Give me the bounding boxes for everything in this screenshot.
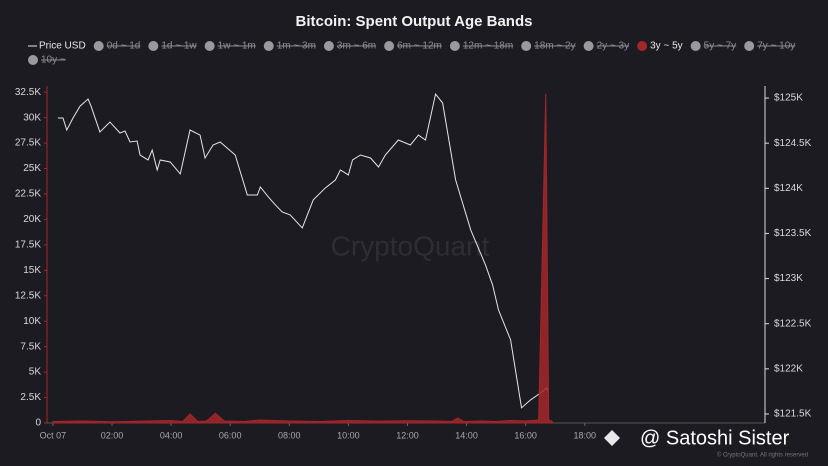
y-tick-label: 15K	[23, 265, 41, 276]
legend-item: 7y ~ 10y	[744, 41, 795, 52]
y2-tick-label: $122.5K	[774, 318, 812, 329]
y-tick-label: 30K	[23, 112, 41, 123]
legend-item: Price USD	[28, 41, 86, 52]
chart-title: Bitcoin: Spent Output Age Bands	[296, 13, 533, 30]
legend-label: 1d ~ 1w	[161, 41, 197, 52]
line	[57, 92, 550, 409]
y-tick-label: 27.5K	[15, 138, 41, 149]
legend-label: 3y ~ 5y	[650, 41, 683, 52]
y2-tick-label: $125K	[774, 93, 803, 104]
legend-label: 5y ~ 7y	[704, 41, 737, 52]
watermark: CryptoQuant	[331, 230, 490, 261]
y2-tick-label: $121.5K	[774, 409, 812, 420]
y-tick-label: 10K	[23, 316, 41, 327]
y2-tick-label: $124.5K	[774, 138, 812, 149]
y-tick-label: 22.5K	[15, 189, 41, 200]
x-tick-label: 16:00	[514, 430, 537, 440]
y2-tick-label: $124K	[774, 183, 803, 194]
x-tick-label: 08:00	[278, 430, 301, 440]
legend-marker	[744, 41, 755, 51]
y-tick-label: 32.5K	[15, 87, 41, 98]
legend-item: 0d ~ 1d	[93, 41, 141, 52]
y-tick-label: 17.5K	[15, 240, 41, 251]
legend-marker	[323, 41, 334, 51]
legend-label: 12m ~ 18m	[463, 41, 513, 52]
area	[52, 94, 553, 424]
x-tick-label: 02:00	[101, 430, 124, 440]
legend-marker	[449, 41, 460, 51]
y-tick-label: 20K	[23, 214, 41, 225]
legend-label: 1m ~ 3m	[277, 41, 316, 52]
legend-item: 1d ~ 1w	[148, 41, 197, 52]
legend: Price USD 0d ~ 1d 1d ~ 1w 1w ~ 1m 1m ~ 3m 3m …	[28, 41, 795, 66]
legend-item: 3y ~ 5y	[637, 41, 683, 52]
plot-area: 0 2.5K 5K 7.5K 10K 12.5K 15K 17.5K 20K 22.5K 25K 27…	[15, 86, 812, 440]
legend-marker	[637, 41, 648, 51]
legend-label: 6m ~ 12m	[397, 41, 442, 52]
legend-marker	[148, 41, 159, 51]
legend-item: 12m ~ 18m	[449, 41, 513, 52]
y2-tick-label: $122K	[774, 363, 803, 374]
y-tick-label: 5K	[29, 367, 42, 378]
legend-marker	[93, 41, 104, 51]
legend-label: Price USD	[39, 41, 86, 52]
legend-item: 1w ~ 1m	[204, 41, 256, 52]
legend-marker	[204, 41, 215, 51]
legend-item: 3m ~ 6m	[323, 41, 376, 52]
y-tick-label: 0	[35, 418, 41, 429]
y2-tick-label: $123K	[774, 273, 803, 284]
logo-icon	[604, 430, 620, 446]
x-tick-label: 18:00	[573, 430, 596, 440]
overlay-text: @ Satoshi Sister	[640, 427, 790, 449]
legend-marker	[384, 41, 395, 51]
legend-label: 18m ~ 2y	[534, 41, 575, 52]
legend-label: 1w ~ 1m	[218, 41, 256, 52]
copyright: © CryptoQuant. All rights reserved	[717, 452, 808, 459]
legend-label: 2y ~ 3y	[597, 41, 630, 52]
legend-label: 10y ~	[41, 55, 66, 66]
legend-marker	[521, 41, 532, 51]
x-tick-label: 06:00	[219, 430, 242, 440]
legend-item: 2y ~ 3y	[583, 41, 630, 52]
y-tick-label: 7.5K	[20, 341, 41, 352]
legend-marker	[583, 41, 594, 51]
x-tick-label: 10:00	[337, 430, 360, 440]
x-tick-label: 04:00	[160, 430, 183, 440]
x-tick-label: 12:00	[396, 430, 419, 440]
legend-marker	[690, 41, 701, 51]
legend-label: 3m ~ 6m	[337, 41, 376, 52]
legend-label: 0d ~ 1d	[107, 41, 141, 52]
legend-item: 5y ~ 7y	[690, 41, 737, 52]
legend-item: 10y ~	[28, 55, 66, 66]
y-tick-label: 2.5K	[20, 392, 41, 403]
x-tick-label: Oct 07	[40, 430, 67, 440]
legend-item: 18m ~ 2y	[521, 41, 576, 52]
y-tick-label: 25K	[23, 163, 41, 174]
legend-marker	[28, 55, 38, 65]
legend-item: 1m ~ 3m	[263, 41, 316, 52]
legend-item: 6m ~ 12m	[384, 41, 442, 52]
y-tick-label: 12.5K	[15, 290, 41, 301]
x-tick-label: 14:00	[455, 430, 478, 440]
legend-marker	[263, 41, 274, 51]
legend-label: 7y ~ 10y	[757, 41, 795, 52]
y2-tick-label: $123.5K	[774, 228, 812, 239]
